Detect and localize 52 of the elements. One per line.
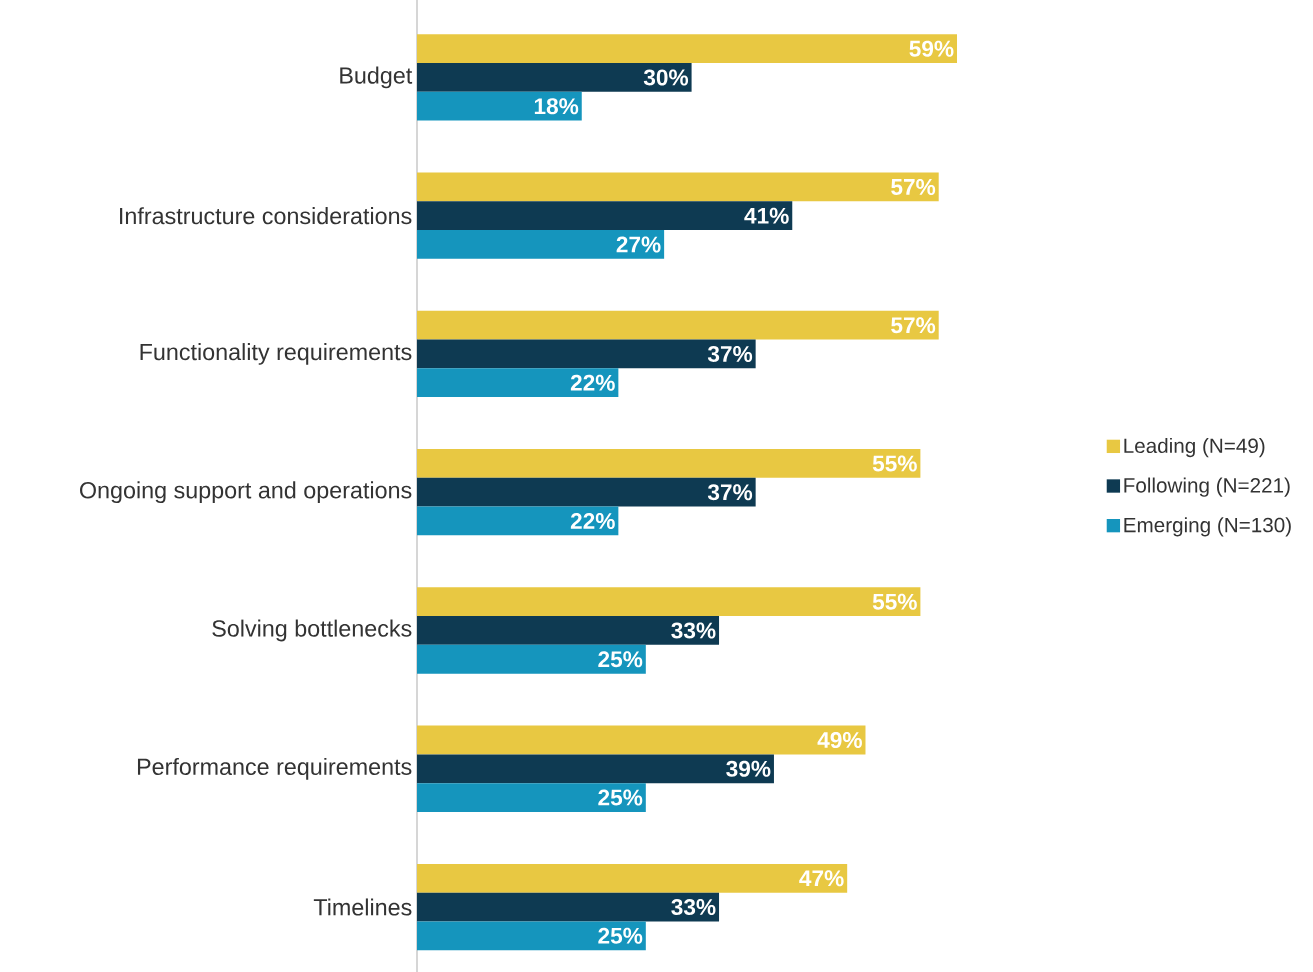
data-label: 41% [744, 207, 789, 224]
data-label: 57% [891, 178, 936, 195]
data-label: 25% [598, 651, 643, 668]
bar [417, 201, 793, 231]
bar [417, 477, 756, 507]
data-label: 33% [671, 898, 716, 916]
y-tick-label: Timelines [313, 898, 412, 916]
data-label: 37% [707, 484, 753, 501]
data-label: 55% [872, 455, 917, 472]
data-label: 47% [799, 870, 844, 887]
bar [417, 921, 646, 951]
bar [417, 34, 958, 64]
data-label: 25% [598, 789, 643, 806]
data-label: 18% [534, 98, 579, 115]
legend-label: Emerging (N=130) [1124, 517, 1291, 537]
data-label: 33% [671, 622, 716, 639]
bar [417, 172, 939, 202]
y-tick-label: Budget [340, 66, 413, 89]
y-tick-label: Performance requirements [137, 757, 412, 780]
data-label: 59% [909, 40, 954, 57]
bar [417, 91, 582, 121]
data-label: 39% [726, 760, 771, 777]
bar [417, 616, 720, 645]
bar [417, 368, 619, 398]
bar [417, 725, 866, 755]
bar [417, 506, 619, 536]
bar [417, 339, 756, 369]
y-tick-label: Functionality requirements [140, 343, 412, 365]
data-label: 22% [570, 374, 615, 391]
bar [417, 783, 646, 812]
y-tick-label: Solving bottlenecks [212, 619, 412, 642]
bar [417, 310, 939, 340]
bar [417, 644, 646, 674]
data-label: 25% [598, 927, 643, 944]
legend-label: Leading (N=49) [1124, 437, 1265, 458]
data-label: 37% [707, 345, 753, 362]
data-label: 49% [817, 731, 862, 749]
y-tick-label: Infrastructure considerations [120, 207, 412, 225]
y-tick-label: Ongoing support and operations [80, 481, 412, 504]
bar [417, 754, 774, 784]
bar [417, 892, 720, 922]
data-label: 22% [570, 512, 615, 529]
bar [417, 449, 921, 478]
bar [417, 63, 692, 92]
data-label: 30% [643, 69, 689, 86]
data-label: 27% [616, 236, 661, 253]
bar [417, 587, 921, 617]
legend-label: Following (N=221) [1124, 477, 1290, 497]
data-label: 57% [891, 317, 936, 334]
bar [417, 863, 848, 893]
bar [417, 230, 665, 259]
data-label: 55% [872, 593, 917, 610]
